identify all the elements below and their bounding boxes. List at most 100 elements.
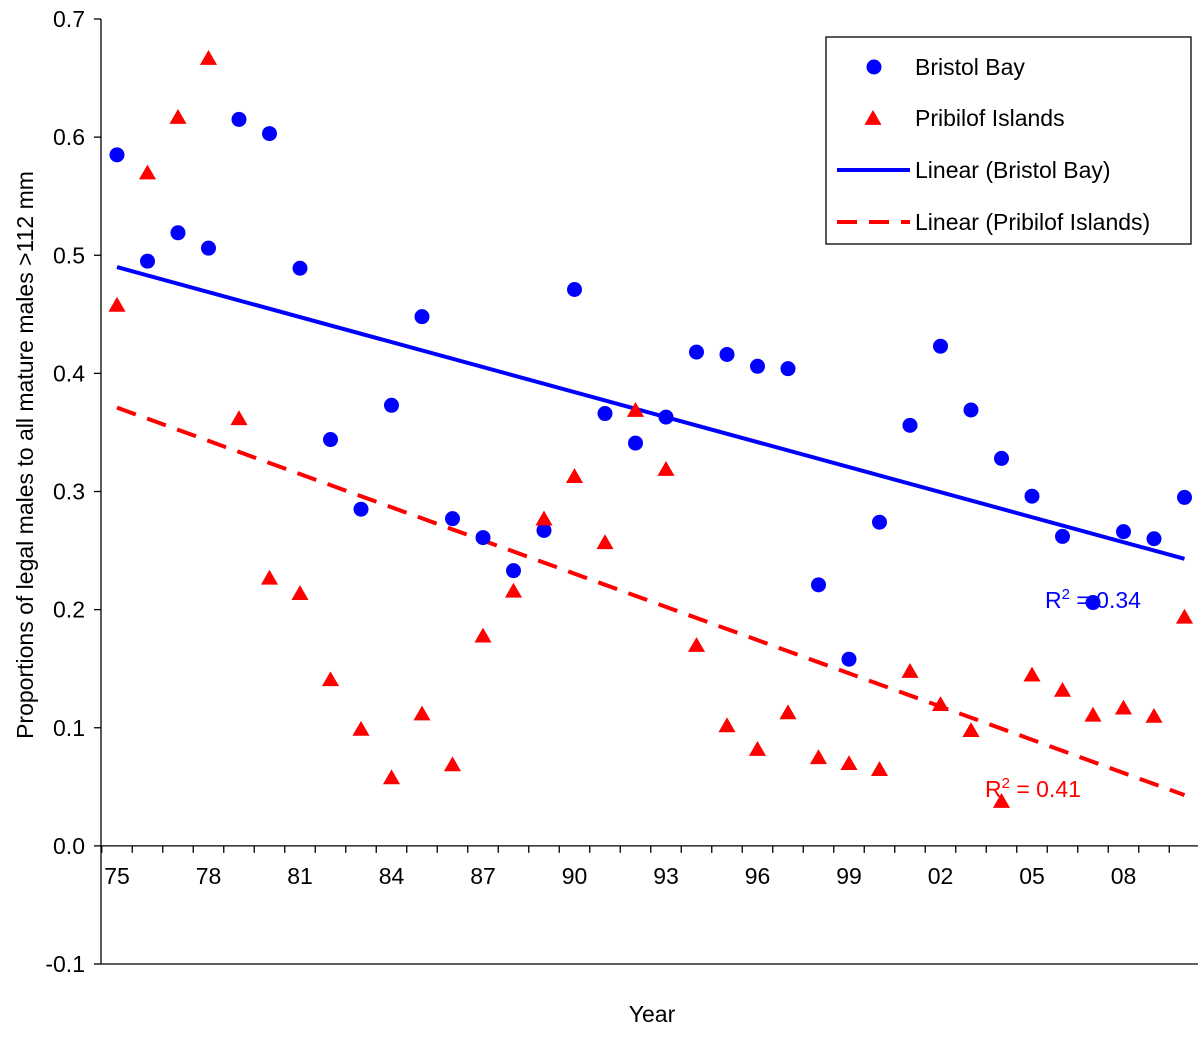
data-point-pribilof-islands — [260, 569, 279, 585]
r-squared-superscript: 2 — [1002, 775, 1010, 792]
x-axis-label: Year — [629, 1001, 676, 1027]
data-point-bristol-bay — [1085, 595, 1101, 611]
data-point-bristol-bay — [323, 432, 338, 448]
x-tick-label: 08 — [1111, 863, 1137, 889]
x-tick-label: 87 — [470, 863, 496, 889]
data-point-pribilof-islands — [931, 696, 950, 711]
y-tick-label: -0.1 — [45, 951, 85, 977]
legend: Bristol Bay Pribilof Islands Linear (Brist… — [825, 36, 1192, 245]
data-point-pribilof-islands — [962, 722, 980, 737]
x-tick-label: 02 — [928, 863, 954, 889]
data-point-pribilof-islands — [657, 461, 675, 476]
data-point-bristol-bay — [109, 147, 125, 163]
data-point-bristol-bay — [963, 402, 979, 418]
data-point-bristol-bay — [170, 225, 186, 241]
y-tick-label: 0.0 — [53, 833, 85, 859]
data-point-bristol-bay — [231, 111, 247, 127]
data-point-pribilof-islands — [230, 410, 248, 426]
data-point-bristol-bay — [902, 417, 918, 433]
y-tick-label: 0.4 — [53, 360, 85, 386]
data-point-pribilof-islands — [291, 585, 309, 600]
data-point-pribilof-islands — [779, 704, 797, 720]
data-point-bristol-bay — [841, 651, 857, 667]
data-point-bristol-bay — [719, 346, 735, 362]
x-tick-label: 90 — [562, 863, 588, 889]
x-tick-label: 84 — [379, 863, 405, 889]
data-point-bristol-bay — [994, 450, 1009, 466]
data-point-bristol-bay — [292, 260, 308, 276]
data-point-bristol-bay — [353, 501, 369, 517]
data-point-pribilof-islands — [1023, 666, 1041, 682]
legend-label: Pribilof Islands — [915, 105, 1065, 131]
data-point-pribilof-islands — [626, 401, 645, 417]
data-point-pribilof-islands — [687, 637, 706, 652]
legend-label: Linear (Bristol Bay) — [915, 157, 1111, 183]
data-point-bristol-bay — [262, 126, 277, 142]
r-squared-label: R2 = 0.41 — [985, 775, 1081, 802]
trendline-bristol-bay — [116, 265, 1186, 561]
trendline-pribilof-islands — [116, 405, 1186, 797]
data-point-bristol-bay — [1116, 524, 1131, 540]
r-squared-symbol: R — [1045, 587, 1062, 613]
data-point-pribilof-islands — [504, 582, 523, 598]
data-point-bristol-bay — [475, 530, 491, 546]
data-point-pribilof-islands — [443, 756, 462, 772]
data-point-pribilof-islands — [169, 109, 187, 124]
data-point-pribilof-islands — [1114, 699, 1133, 715]
axes: -0.1 0.0 0.1 0.2 0.3 0.4 0.5 0.6 0.7 75 78 81 84 87 90… — [45, 6, 1198, 977]
data-point-bristol-bay — [811, 577, 826, 593]
data-point-pribilof-islands — [1145, 707, 1163, 723]
x-tick-label: 81 — [287, 863, 313, 889]
data-point-bristol-bay — [1146, 531, 1162, 547]
x-tick-label: 05 — [1019, 863, 1045, 889]
legend-marker-circle — [866, 59, 882, 75]
data-point-pribilof-islands — [809, 749, 828, 765]
data-point-bristol-bay — [384, 397, 399, 413]
data-point-bristol-bay — [933, 338, 948, 354]
data-point-bristol-bay — [140, 253, 155, 269]
data-point-bristol-bay — [1055, 528, 1070, 544]
data-point-pribilof-islands — [108, 296, 126, 312]
x-tick-label: 93 — [653, 863, 679, 889]
data-point-pribilof-islands — [138, 164, 157, 180]
data-point-pribilof-islands — [840, 755, 858, 771]
data-point-bristol-bay — [872, 514, 887, 530]
r-squared-label: R2 = 0.34 — [1045, 586, 1141, 613]
y-tick-label: 0.5 — [53, 242, 85, 268]
r-squared-value: = 0.34 — [1070, 587, 1141, 613]
r-squared-superscript: 2 — [1062, 586, 1070, 603]
data-point-pribilof-islands — [352, 720, 370, 736]
r-squared-value: = 0.41 — [1010, 776, 1081, 802]
y-tick-label: 0.2 — [53, 597, 85, 623]
data-point-pribilof-islands — [382, 769, 401, 785]
data-point-bristol-bay — [658, 409, 674, 425]
x-tick-label: 96 — [745, 863, 771, 889]
data-point-pribilof-islands — [992, 792, 1011, 808]
x-tick-label: 78 — [196, 863, 222, 889]
data-point-bristol-bay — [567, 282, 582, 298]
x-tick-label: 99 — [836, 863, 862, 889]
data-point-bristol-bay — [750, 358, 765, 374]
data-point-bristol-bay — [780, 361, 796, 377]
r-squared-symbol: R — [985, 776, 1002, 802]
data-point-bristol-bay — [414, 309, 430, 325]
data-point-pribilof-islands — [596, 534, 614, 550]
y-tick-label: 0.1 — [53, 715, 85, 741]
y-tick-label: 0.6 — [53, 124, 85, 150]
data-point-pribilof-islands — [535, 510, 553, 526]
data-point-pribilof-islands — [199, 49, 218, 65]
data-point-pribilof-islands — [1053, 681, 1072, 697]
data-point-bristol-bay — [1024, 488, 1040, 504]
data-point-bristol-bay — [506, 563, 521, 579]
data-point-pribilof-islands — [748, 741, 767, 756]
legend-marker-triangle — [864, 110, 882, 125]
data-point-pribilof-islands — [1084, 706, 1102, 722]
y-tick-label: 0.7 — [53, 6, 85, 32]
y-axis-label: Proportions of legal males to all mature… — [12, 171, 38, 739]
data-points — [108, 49, 1194, 808]
data-point-bristol-bay — [597, 406, 613, 422]
data-point-pribilof-islands — [1175, 608, 1194, 624]
data-point-bristol-bay — [628, 435, 643, 451]
